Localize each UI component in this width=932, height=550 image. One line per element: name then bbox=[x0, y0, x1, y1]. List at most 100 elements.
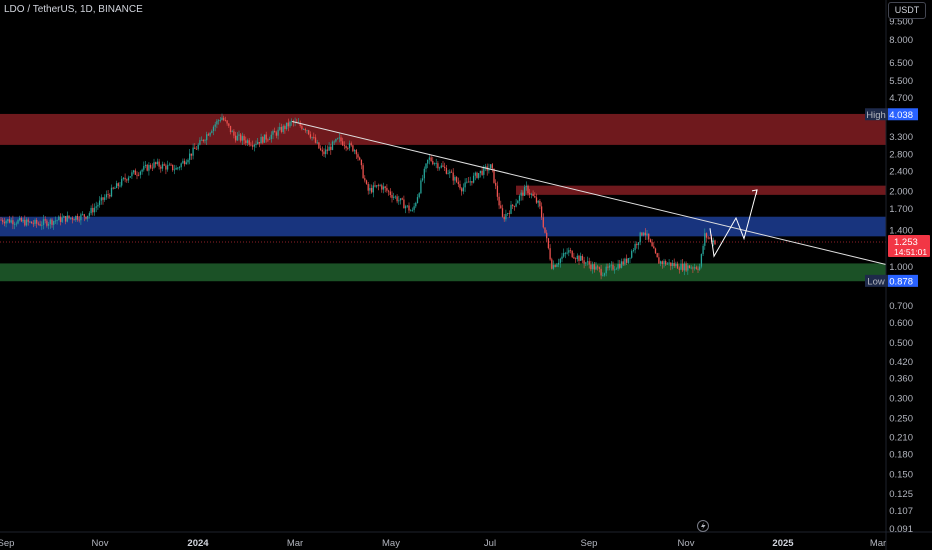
candle-body bbox=[481, 170, 483, 175]
candle-body bbox=[603, 273, 606, 276]
time-tick-label: Mar bbox=[870, 538, 886, 549]
candle bbox=[8, 215, 11, 224]
candle-body bbox=[0, 219, 2, 221]
candle-body bbox=[168, 164, 170, 166]
candle-body bbox=[132, 170, 135, 173]
candle bbox=[416, 194, 419, 204]
candle bbox=[330, 143, 332, 155]
candle-body bbox=[12, 220, 14, 225]
candle-body bbox=[707, 237, 709, 239]
candle-body bbox=[704, 233, 706, 246]
candle bbox=[586, 256, 589, 266]
candle bbox=[58, 215, 60, 221]
candle bbox=[517, 199, 519, 204]
candle-body bbox=[119, 185, 121, 187]
candle-body bbox=[245, 140, 247, 143]
candle bbox=[362, 163, 364, 179]
candle bbox=[399, 198, 402, 205]
candle bbox=[132, 169, 135, 175]
candle-body bbox=[253, 144, 255, 147]
candle bbox=[177, 167, 179, 171]
candle bbox=[200, 136, 203, 141]
candle bbox=[172, 164, 174, 172]
candle-body bbox=[333, 141, 335, 143]
candle-body bbox=[557, 262, 560, 265]
candle-body bbox=[63, 216, 65, 218]
price-tick-label: 1.400 bbox=[889, 225, 913, 236]
candle-body bbox=[709, 237, 711, 239]
candle bbox=[258, 142, 261, 148]
chart-title: LDO / TetherUS, 1D, BINANCE bbox=[4, 4, 143, 15]
candle bbox=[474, 171, 476, 181]
candle bbox=[476, 171, 478, 179]
candle-body bbox=[663, 261, 665, 265]
candle-body bbox=[37, 223, 40, 225]
candle-body bbox=[121, 178, 123, 186]
candle bbox=[712, 237, 714, 247]
candle-body bbox=[432, 161, 434, 165]
candle bbox=[17, 218, 19, 225]
candle bbox=[78, 216, 80, 223]
candle-body bbox=[274, 131, 276, 133]
candle bbox=[454, 175, 456, 185]
candle bbox=[471, 181, 473, 186]
candle-body bbox=[552, 265, 555, 269]
candle-body bbox=[678, 268, 680, 270]
candle-body bbox=[421, 178, 424, 181]
candle bbox=[673, 258, 675, 268]
candle bbox=[391, 191, 393, 203]
candle bbox=[7, 218, 9, 224]
time-tick-label: Sep bbox=[581, 538, 598, 549]
candle-body bbox=[523, 187, 526, 196]
candle bbox=[547, 237, 550, 250]
candle-body bbox=[508, 213, 510, 215]
candle bbox=[506, 212, 509, 217]
candle bbox=[3, 217, 6, 227]
candle-body bbox=[370, 188, 373, 193]
candle-body bbox=[228, 123, 230, 126]
candle bbox=[112, 186, 114, 190]
candle-body bbox=[177, 167, 179, 169]
candle-body bbox=[66, 215, 68, 222]
candle bbox=[19, 215, 21, 222]
currency-button[interactable]: USDT bbox=[888, 2, 926, 19]
candle-body bbox=[646, 233, 648, 236]
candle-body bbox=[654, 248, 657, 254]
candle bbox=[155, 161, 157, 168]
candle-body bbox=[24, 219, 26, 226]
candle-body bbox=[98, 200, 101, 206]
time-tick-label: Sep bbox=[0, 538, 14, 549]
candle bbox=[678, 266, 680, 274]
candle bbox=[648, 233, 650, 242]
candle-body bbox=[328, 146, 330, 151]
candle bbox=[156, 158, 159, 166]
price-tick-label: 1.000 bbox=[889, 262, 913, 273]
candle bbox=[624, 257, 626, 266]
candle-body bbox=[100, 197, 102, 201]
candle bbox=[70, 217, 72, 220]
candle bbox=[367, 181, 369, 195]
candle bbox=[625, 254, 628, 266]
candle-body bbox=[224, 120, 227, 121]
candle bbox=[705, 232, 708, 243]
candle bbox=[321, 146, 323, 156]
candle-body bbox=[212, 126, 215, 132]
candle-body bbox=[234, 135, 237, 141]
candle-body bbox=[500, 205, 502, 209]
candle bbox=[700, 253, 703, 269]
candle bbox=[263, 134, 266, 143]
candle-body bbox=[440, 165, 442, 168]
candle-body bbox=[420, 180, 422, 194]
candle-body bbox=[461, 188, 463, 192]
candle-body bbox=[573, 257, 575, 259]
candle bbox=[569, 247, 572, 254]
candle-body bbox=[688, 265, 691, 269]
candle-body bbox=[160, 166, 162, 169]
candle bbox=[182, 158, 184, 164]
high-value: 4.038 bbox=[889, 110, 913, 121]
candle-body bbox=[304, 129, 306, 131]
candle-body bbox=[302, 129, 305, 130]
candle-body bbox=[226, 120, 228, 124]
candle-body bbox=[408, 205, 410, 211]
